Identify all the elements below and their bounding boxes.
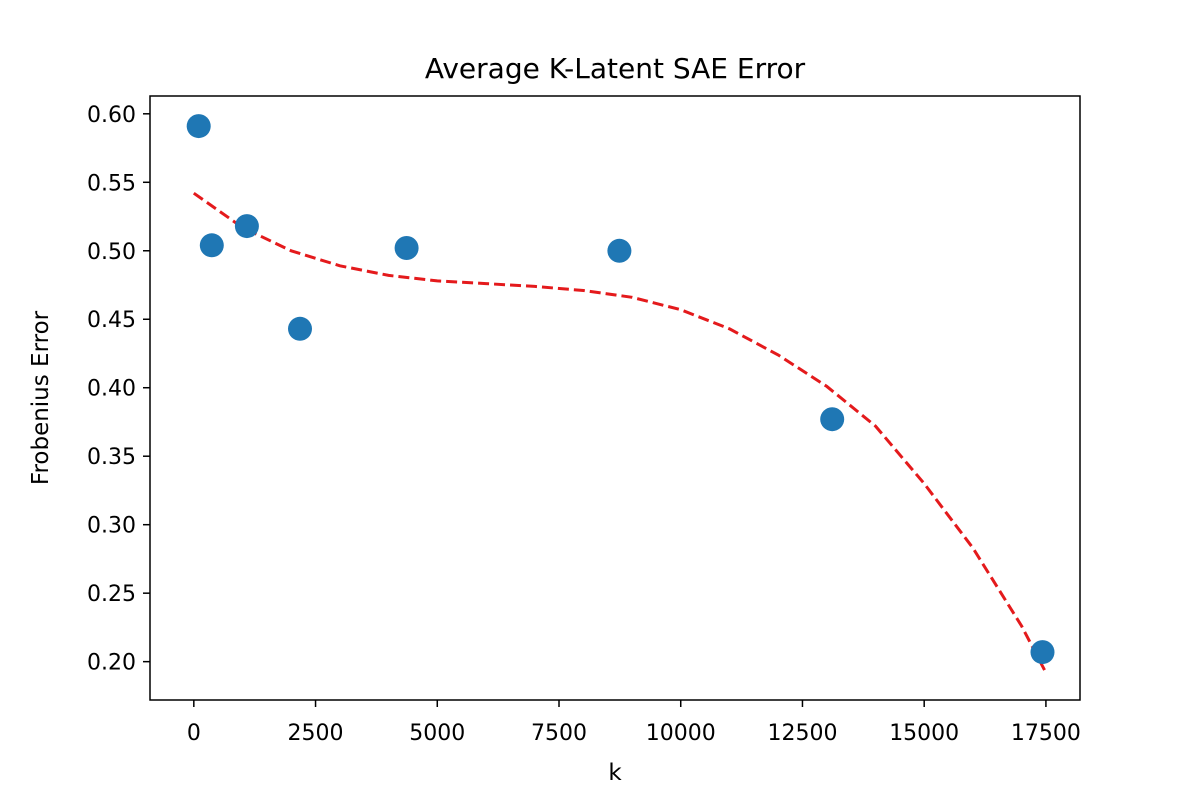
plot-layer — [186, 114, 1055, 674]
y-tick-label: 0.40 — [87, 377, 136, 402]
x-tick-label: 7500 — [531, 721, 587, 746]
y-tick-label: 0.50 — [87, 240, 136, 265]
x-tick-label: 10000 — [646, 721, 716, 746]
y-tick-label: 0.30 — [87, 514, 136, 539]
y-tick-label: 0.20 — [87, 651, 136, 676]
data-point — [288, 316, 312, 341]
data-point — [234, 214, 259, 239]
x-tick-label: 12500 — [767, 721, 837, 746]
x-axis-label: k — [608, 760, 622, 786]
data-point — [199, 233, 224, 258]
x-tick-label: 5000 — [409, 721, 465, 746]
x-tick-label: 15000 — [889, 721, 959, 746]
data-point — [820, 407, 845, 432]
y-axis-label: Frobenius Error — [28, 310, 54, 485]
y-tick-label: 0.25 — [87, 582, 136, 607]
y-tick-label: 0.35 — [87, 445, 136, 470]
x-tick-label: 17500 — [1011, 721, 1081, 746]
data-point — [394, 236, 419, 260]
data-point — [607, 238, 632, 263]
x-axis: 0 2500 5000 7500 10000 12500 15000 17500 — [187, 700, 1081, 746]
chart-title: Average K-Latent SAE Error — [425, 52, 806, 85]
y-tick-label: 0.55 — [87, 171, 136, 196]
y-axis: 0.20 0.25 0.30 0.35 0.40 0.45 0.50 0.55 0.60 — [87, 103, 150, 676]
trend-line — [192, 191, 1048, 674]
y-tick-label: 0.45 — [87, 308, 136, 333]
data-point — [1030, 640, 1055, 665]
data-point — [186, 114, 211, 139]
x-tick-label: 2500 — [288, 721, 344, 746]
y-tick-label: 0.60 — [87, 103, 136, 128]
x-tick-label: 0 — [187, 721, 201, 746]
plot-frame — [149, 95, 1081, 701]
